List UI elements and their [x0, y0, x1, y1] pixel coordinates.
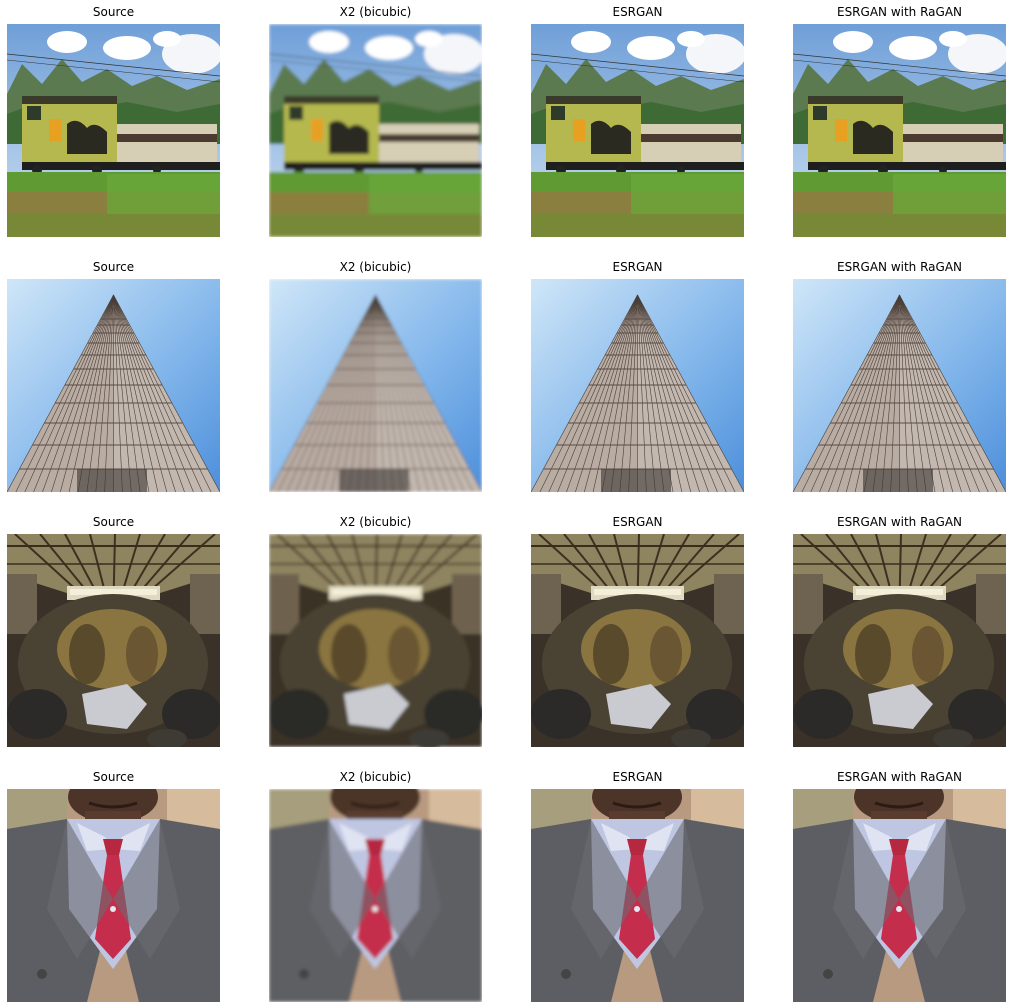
suit-and-tie-image	[793, 789, 1006, 1002]
panel-title: ESRGAN	[612, 5, 663, 19]
suit-and-tie-image	[7, 789, 220, 1002]
panel-title: X2 (bicubic)	[339, 260, 412, 274]
panel-title: Source	[92, 260, 135, 274]
warehouse-rubble-photo	[531, 534, 744, 747]
warehouse-rubble-photo	[269, 534, 482, 747]
panel-title: X2 (bicubic)	[339, 770, 412, 784]
panel-title: ESRGAN	[612, 515, 663, 529]
warehouse-rubble-image	[7, 534, 220, 747]
train-image	[7, 24, 220, 237]
panel-title: ESRGAN with RaGAN	[836, 770, 963, 784]
train-image	[793, 24, 1006, 237]
panel-title: X2 (bicubic)	[339, 5, 412, 19]
warehouse-rubble-image	[793, 534, 1006, 747]
panel-title: ESRGAN with RaGAN	[836, 260, 963, 274]
warehouse-rubble-photo	[7, 534, 220, 747]
train-photo	[531, 24, 744, 237]
skyscraper-image	[7, 279, 220, 492]
panel-title: X2 (bicubic)	[339, 515, 412, 529]
train-image	[531, 24, 744, 237]
warehouse-rubble-photo	[793, 534, 1006, 747]
panel-title: ESRGAN with RaGAN	[836, 5, 963, 19]
suit-and-tie-photo	[7, 789, 220, 1002]
skyscraper-image	[793, 279, 1006, 492]
panel-title: Source	[92, 5, 135, 19]
train-photo	[7, 24, 220, 237]
suit-and-tie-photo	[793, 789, 1006, 1002]
skyscraper-photo	[7, 279, 220, 492]
skyscraper-photo	[531, 279, 744, 492]
train-photo	[269, 24, 482, 237]
panel-title: ESRGAN	[612, 770, 663, 784]
suit-and-tie-photo	[531, 789, 744, 1002]
skyscraper-photo	[793, 279, 1006, 492]
skyscraper-photo	[269, 279, 482, 492]
skyscraper-image	[531, 279, 744, 492]
suit-and-tie-image	[269, 789, 482, 1002]
train-photo	[793, 24, 1006, 237]
warehouse-rubble-image	[531, 534, 744, 747]
warehouse-rubble-image	[269, 534, 482, 747]
panel-title: ESRGAN	[612, 260, 663, 274]
suit-and-tie-photo	[269, 789, 482, 1002]
panel-title: ESRGAN with RaGAN	[836, 515, 963, 529]
panel-title: Source	[92, 770, 135, 784]
panel-title: Source	[92, 515, 135, 529]
train-image	[269, 24, 482, 237]
suit-and-tie-image	[531, 789, 744, 1002]
skyscraper-image	[269, 279, 482, 492]
